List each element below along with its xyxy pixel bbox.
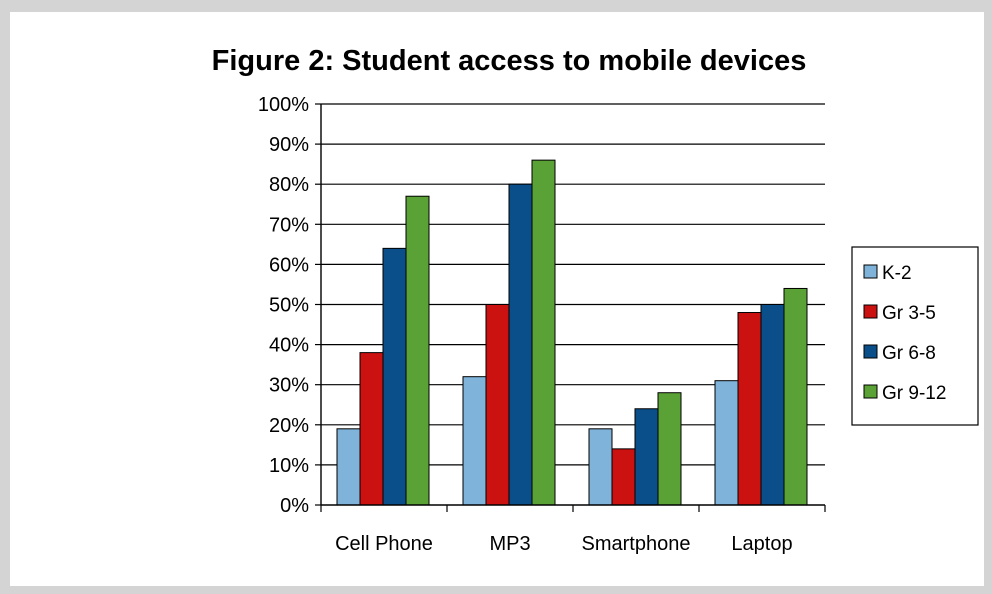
y-tick-label: 70% (269, 214, 309, 236)
x-category-label: Cell Phone (335, 533, 433, 555)
bar-gr-6-8-smartphone (634, 408, 659, 506)
y-tick-label: 40% (269, 335, 309, 357)
y-tick-label: 90% (269, 134, 309, 156)
legend-swatch (863, 264, 878, 279)
x-axis-categories: Cell Phone MP3 Smartphone Laptop (335, 533, 793, 555)
bar-gr-3-5-smartphone (611, 448, 636, 506)
legend-label: Gr 9-12 (882, 383, 946, 404)
bar-gr-3-5-cell-phone (359, 352, 384, 506)
bars (336, 159, 808, 506)
y-tick-label: 30% (269, 375, 309, 397)
y-tick-label: 60% (269, 254, 309, 276)
bar-k-2-laptop (714, 380, 739, 506)
x-category-label: MP3 (489, 533, 530, 555)
bar-gr-9-12-cell-phone (405, 195, 430, 506)
y-tick-label: 80% (269, 174, 309, 196)
bar-gr-9-12-laptop (783, 287, 808, 506)
bar-k-2-mp3 (462, 376, 487, 506)
bar-gr-9-12-smartphone (657, 392, 682, 506)
y-tick-label: 100% (258, 94, 309, 116)
bar-gr-9-12-mp3 (531, 159, 556, 506)
y-tick-label: 10% (269, 455, 309, 477)
bar-gr-6-8-laptop (760, 304, 785, 506)
x-category-label: Smartphone (582, 533, 691, 555)
bar-k-2-cell-phone (336, 428, 361, 506)
legend-label: Gr 6-8 (882, 343, 936, 364)
legend-label: K-2 (882, 263, 912, 284)
bar-gr-3-5-laptop (737, 312, 762, 506)
chart-title: Figure 2: Student access to mobile devic… (212, 45, 807, 77)
legend-swatch (863, 304, 878, 319)
y-axis-ticks: 0% 10% 20% 30% 40% 50% 60% 70% 80% 90% 100% (258, 94, 321, 517)
bar-gr-6-8-cell-phone (382, 247, 407, 506)
y-tick-label: 0% (280, 495, 309, 517)
legend-label: Gr 3-5 (882, 303, 936, 324)
bar-k-2-smartphone (588, 428, 613, 506)
bar-gr-6-8-mp3 (508, 183, 533, 506)
y-tick-label: 50% (269, 295, 309, 317)
y-tick-label: 20% (269, 415, 309, 437)
bar-gr-3-5-mp3 (485, 304, 510, 506)
x-category-label: Laptop (731, 533, 792, 555)
legend-swatch (863, 384, 878, 399)
legend: K-2 Gr 3-5 Gr 6-8 Gr 9-12 (851, 246, 979, 426)
axes (320, 104, 826, 512)
legend-swatch (863, 344, 878, 359)
